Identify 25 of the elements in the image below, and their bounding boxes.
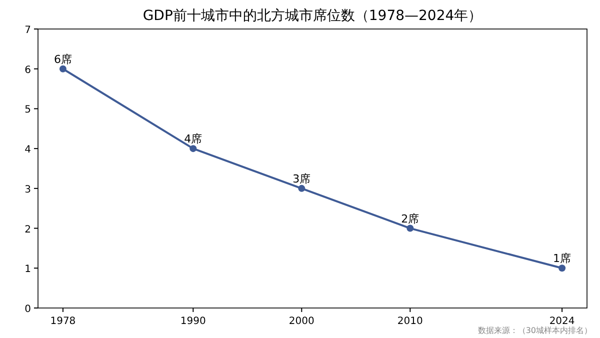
- y-tick-label: 7: [24, 25, 31, 36]
- y-tick-label: 6: [24, 64, 31, 76]
- data-label: 1席: [553, 252, 572, 266]
- y-tick-label: 2: [24, 224, 31, 236]
- point: [59, 65, 66, 72]
- y-tick-label: 5: [24, 104, 31, 116]
- x-tick-label: 1990: [180, 316, 206, 327]
- point: [406, 224, 414, 232]
- point: [558, 264, 566, 272]
- data-label: 4席: [184, 132, 202, 146]
- x-tick-label: 2024: [549, 316, 575, 327]
- point: [190, 145, 197, 152]
- x-tick-label: 1978: [50, 316, 76, 327]
- data-label: 6席: [54, 52, 72, 66]
- data-label: 3席: [292, 172, 311, 186]
- source-note: 数据来源：（30城样本内排名）: [478, 326, 592, 335]
- x-tick-label: 2010: [397, 316, 423, 327]
- data-label: 2席: [401, 212, 420, 226]
- y-tick-label: 1: [24, 264, 31, 276]
- y-tick-label: 4: [24, 144, 31, 156]
- point: [298, 184, 306, 192]
- y-tick-label: 3: [24, 184, 31, 196]
- chart-title: GDP前十城市中的北方城市席位数（1978—2024年）: [142, 8, 482, 24]
- x-tick-label: 2000: [288, 316, 314, 327]
- y-tick-label: 0: [24, 304, 31, 315]
